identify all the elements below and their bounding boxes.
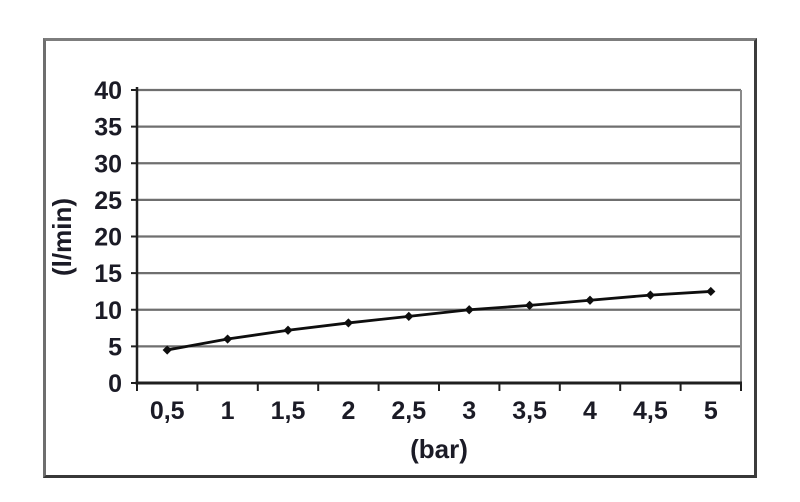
series-marker [525, 300, 535, 310]
y-tick-label: 30 [94, 150, 122, 178]
x-tick-label: 4,5 [633, 397, 668, 425]
series-marker [585, 295, 595, 305]
x-tick-label: 4 [583, 397, 597, 425]
series-marker [162, 345, 172, 355]
series-marker [404, 311, 414, 321]
series-marker [223, 334, 233, 344]
x-tick-label: 2 [341, 397, 355, 425]
chart-frame [43, 38, 757, 478]
y-tick-label: 25 [94, 187, 122, 215]
y-tick-label: 35 [94, 114, 122, 142]
x-tick-label: 3 [462, 397, 476, 425]
y-tick-label: 10 [94, 297, 122, 325]
chart-rendered: 0 5 10 15 20 25 30 35 40 0,5 1 1,5 2 2,5 3 3,5 4 4,5 5 [94, 77, 742, 425]
x-tick-label: 2,5 [391, 397, 426, 425]
series-marker [464, 305, 474, 315]
y-tick-label: 0 [108, 370, 122, 398]
x-tick-label: 3,5 [512, 397, 547, 425]
y-tick-label: 15 [94, 260, 122, 288]
x-tick-label: 0,5 [150, 397, 185, 425]
series-marker [645, 290, 655, 300]
series-line [166, 290, 711, 352]
y-axis-title: (l/min) [47, 198, 77, 276]
y-tick-label: 20 [94, 224, 122, 252]
y-tick-label: 40 [94, 77, 122, 105]
x-tick-label: 5 [704, 397, 718, 425]
x-tick-label: 1,5 [271, 397, 306, 425]
x-axis-title: (bar) [410, 434, 468, 464]
y-tick-label: 5 [108, 333, 122, 361]
series-marker [706, 286, 716, 297]
series-marker [343, 318, 353, 328]
series-marker [283, 325, 293, 335]
x-tick-label: 1 [221, 397, 235, 425]
